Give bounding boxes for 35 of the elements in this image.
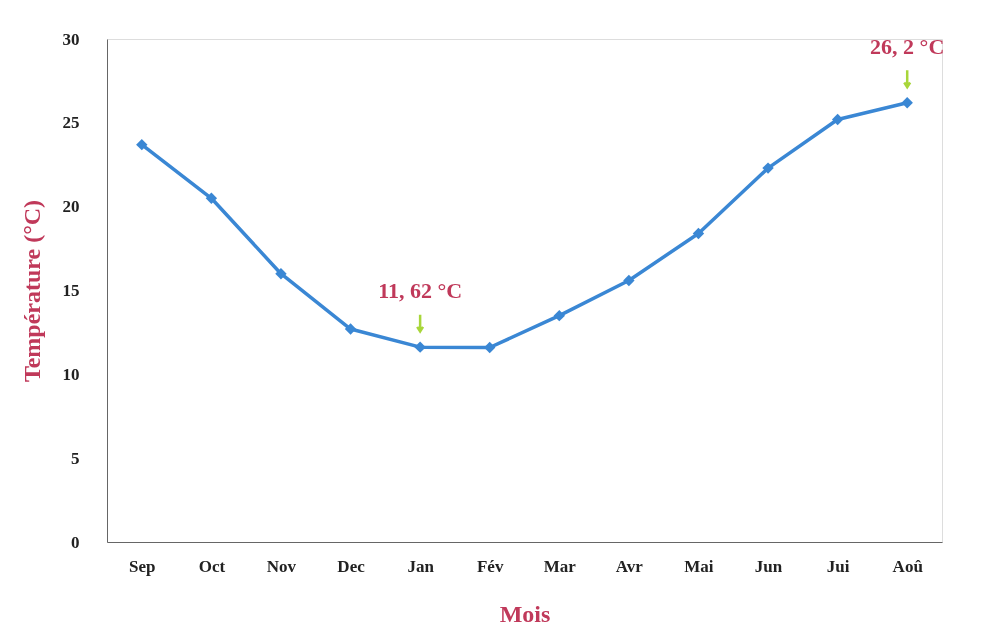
x-tick-label: Fév — [476, 556, 504, 576]
point — [901, 97, 913, 109]
point — [484, 341, 496, 354]
x-tick-label: Avr — [615, 556, 644, 576]
y-tick-label: 10 — [62, 364, 80, 384]
point — [275, 268, 287, 280]
y-tick-label: 5 — [71, 448, 80, 468]
point — [623, 274, 635, 287]
point — [692, 227, 705, 240]
annotation: 26, 2 °C — [870, 33, 945, 59]
y-tick-label: 30 — [62, 29, 80, 49]
x-tick-label: Mar — [543, 556, 577, 576]
annotation: 11, 62 °C — [378, 278, 463, 304]
x-tick-label: Oct — [198, 556, 226, 576]
y-tick-label: 15 — [62, 281, 80, 300]
point — [136, 138, 148, 151]
x-tick-label: Mai — [684, 556, 714, 576]
x-tick-label: Aoû — [892, 556, 923, 576]
x-tick-label: Jan — [407, 556, 435, 576]
x-tick-label: Jun — [754, 556, 783, 576]
y-tick-label: 25 — [62, 113, 80, 133]
point — [553, 309, 565, 322]
x-tick-label: Nov — [266, 556, 297, 576]
point — [831, 113, 844, 126]
x-tick-label: Sep — [129, 556, 156, 576]
x-axis-title: Mois — [499, 600, 551, 627]
point — [344, 323, 357, 335]
y-tick-label: 20 — [62, 197, 80, 217]
x-tick-label: Jui — [826, 556, 850, 576]
point — [414, 341, 426, 353]
point — [205, 192, 218, 204]
y-tick-label: 0 — [71, 532, 80, 552]
point — [762, 162, 774, 174]
y-axis-title: Température (°C) — [18, 199, 45, 383]
x-tick-label: Dec — [337, 556, 366, 576]
